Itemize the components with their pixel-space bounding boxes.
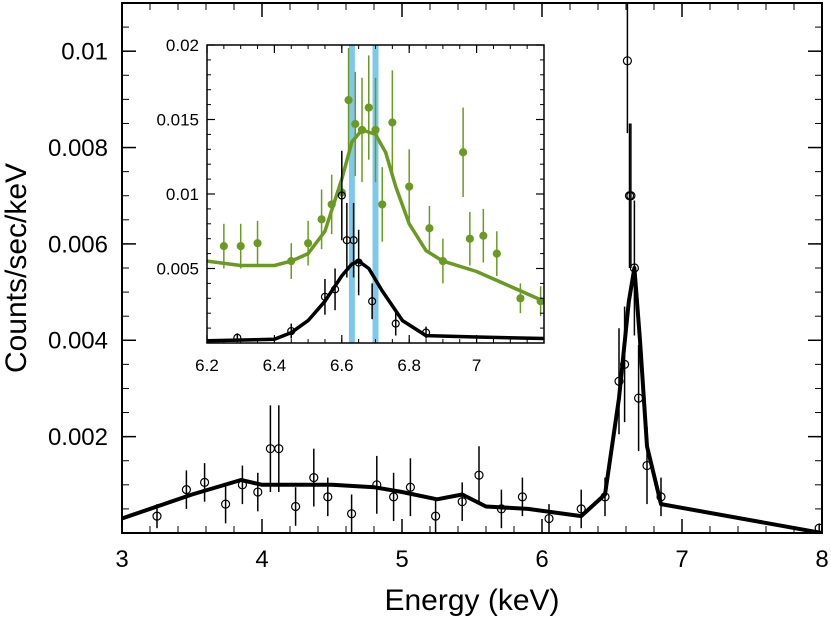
main-data-point [626,191,636,201]
inset-data-point [405,182,414,191]
main-data-point [274,444,284,454]
main-x-tick-label: 4 [255,546,268,573]
inset-y-tick-label: 0.01 [166,185,199,204]
inset-data-point [368,297,377,306]
inset-data-point [479,231,488,240]
main-data-point [200,477,210,488]
main-data-point [221,499,231,509]
main-data-point [622,56,633,66]
main-data-point [291,501,301,512]
main-data-point [253,487,263,497]
main-data-point [405,482,415,492]
main-data-point [347,509,357,519]
inset-x-tick-label: 6.2 [195,356,219,375]
main-x-tick-label: 5 [395,546,408,573]
inset-y-tick-label: 0.015 [156,110,199,129]
inset-x-tick-label: 6.8 [397,356,421,375]
main-data-point [544,513,554,524]
inset-data-point [349,236,358,245]
inset-axis-ticks: 6.2 6.4 6.6 6.8 7 0.005 0.01 0.015 0.02 [156,36,545,375]
inset-data-point [337,191,346,200]
inset-data-point [344,96,353,105]
inset-data-point [317,215,326,224]
inset-data-point [304,239,313,248]
inset-data-point [253,239,262,248]
main-x-axis-label: Energy (keV) [384,584,559,617]
main-data-point [323,492,333,502]
inset-x-tick-label: 6.6 [330,356,354,375]
inset-x-tick-label: 7 [472,356,481,375]
inset-model-line-black-model [207,259,544,343]
main-y-tick-label: 0.006 [48,231,108,258]
inset-data-point [378,200,387,209]
inset-data-point [465,234,474,243]
main-y-axis-label: Counts/sec/keV [0,163,33,373]
main-data-point [389,492,399,502]
inset-data-point [516,294,525,303]
main-series-layer [122,3,822,533]
main-data-point [181,485,191,495]
inset-y-tick-label: 0.005 [156,259,199,278]
inset-data-point [351,119,360,129]
main-y-tick-label: 0.008 [48,135,108,162]
main-x-tick-label: 8 [815,546,828,573]
inset-data-point [492,249,501,258]
main-x-tick-label: 3 [115,546,128,573]
inset-x-tick-label: 6.4 [263,356,287,375]
main-data-point [474,470,484,480]
main-data-point [152,511,162,521]
main-data-point [457,497,467,507]
main-x-tick-label: 6 [535,546,548,573]
inset-data-point [459,148,468,157]
main-y-tick-label: 0.004 [48,328,108,355]
inset-data-point [364,103,373,112]
inset-data-point [236,242,245,251]
main-data-point [576,504,586,514]
main-data-point [309,472,319,483]
inset-series-layer [207,47,544,343]
main-y-tick-label: 0.002 [48,424,108,451]
main-y-tick-label: 0.01 [61,39,108,66]
main-data-point [517,492,528,502]
inset-plot: 6.2 6.4 6.6 6.8 7 0.005 0.01 0.015 0.02 [156,36,545,375]
inset-data-point [388,118,397,127]
inset-data-point [425,224,434,233]
inset-model-line-green-model [207,128,544,303]
main-data-point [431,511,441,521]
main-x-tick-label: 7 [675,546,688,573]
inset-y-tick-label: 0.02 [166,36,199,55]
main-model-line-model [122,266,822,533]
inset-data-point [391,319,400,328]
inset-data-point [219,242,228,251]
